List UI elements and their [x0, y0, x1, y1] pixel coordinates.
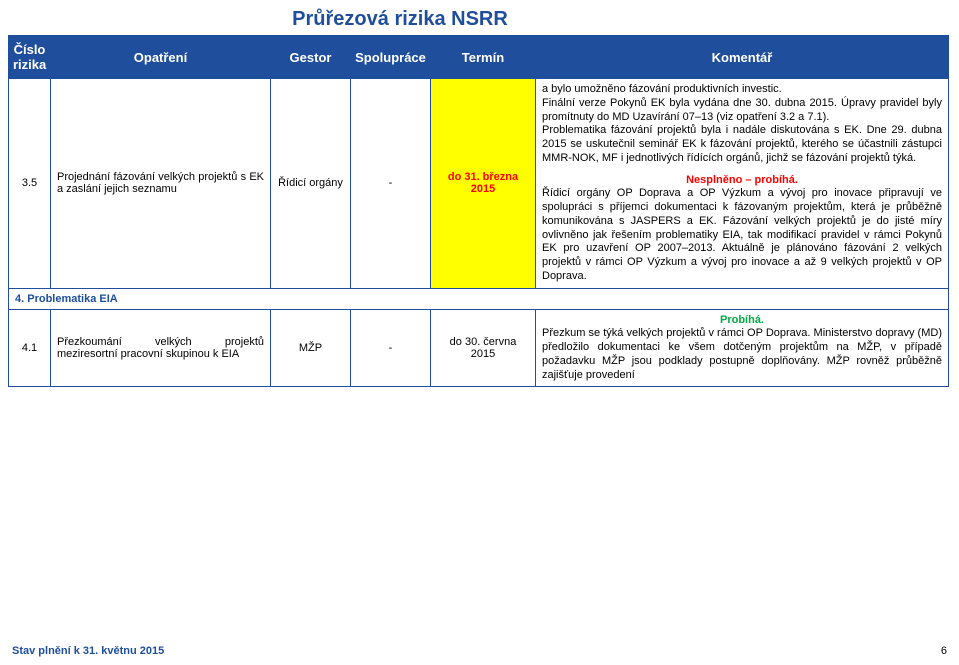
kom-text: Přezkum se týká velkých projektů v rámci…: [542, 327, 942, 380]
status-badge: Probíhá.: [542, 314, 942, 328]
col-gestor: Gestor: [271, 36, 351, 79]
table-row: 4.1 Přezkoumání velkých projektů mezires…: [9, 309, 949, 387]
table-row: 3.5 Projednání fázování velkých projektů…: [9, 79, 949, 170]
col-spoluprace: Spolupráce: [351, 36, 431, 79]
section-title: 4. Problematika EIA: [9, 288, 949, 309]
kom-text-bottom: Řídicí orgány OP Doprava a OP Výzkum a v…: [542, 187, 942, 282]
cell-komentar: Probíhá. Přezkum se týká velkých projekt…: [536, 309, 949, 387]
page-title: Průřezová rizika NSRR: [200, 0, 600, 35]
footer: Stav plnění k 31. květnu 2015 6: [12, 645, 947, 657]
risk-table: Číslo rizika Opatření Gestor Spolupráce …: [8, 35, 949, 387]
col-cislo: Číslo rizika: [9, 36, 51, 79]
cell-spoluprace: -: [351, 79, 431, 289]
cell-gestor: Řídicí orgány: [271, 79, 351, 289]
cell-opatreni: Projednání fázování velkých projektů s E…: [51, 79, 271, 289]
col-termin: Termín: [431, 36, 536, 79]
footer-status: Stav plnění k 31. květnu 2015: [12, 645, 164, 657]
page-number: 6: [941, 645, 947, 657]
table-header-row: Číslo rizika Opatření Gestor Spolupráce …: [9, 36, 949, 79]
cell-termin: do 31. března 2015: [431, 79, 536, 289]
cell-spoluprace: -: [351, 309, 431, 387]
cell-opatreni: Přezkoumání velkých projektů meziresortn…: [51, 309, 271, 387]
kom-text-top: a bylo umožněno fázování produktivních i…: [542, 83, 942, 164]
cell-num: 4.1: [9, 309, 51, 387]
col-opatreni: Opatření: [51, 36, 271, 79]
cell-num: 3.5: [9, 79, 51, 289]
cell-komentar-top: a bylo umožněno fázování produktivních i…: [536, 79, 949, 170]
cell-termin: do 30. června 2015: [431, 309, 536, 387]
section-header: 4. Problematika EIA: [9, 288, 949, 309]
col-komentar: Komentář: [536, 36, 949, 79]
status-badge: Nesplněno – probíhá.: [542, 174, 942, 188]
cell-komentar-bottom: Nesplněno – probíhá. Řídicí orgány OP Do…: [536, 170, 949, 289]
cell-gestor: MŽP: [271, 309, 351, 387]
